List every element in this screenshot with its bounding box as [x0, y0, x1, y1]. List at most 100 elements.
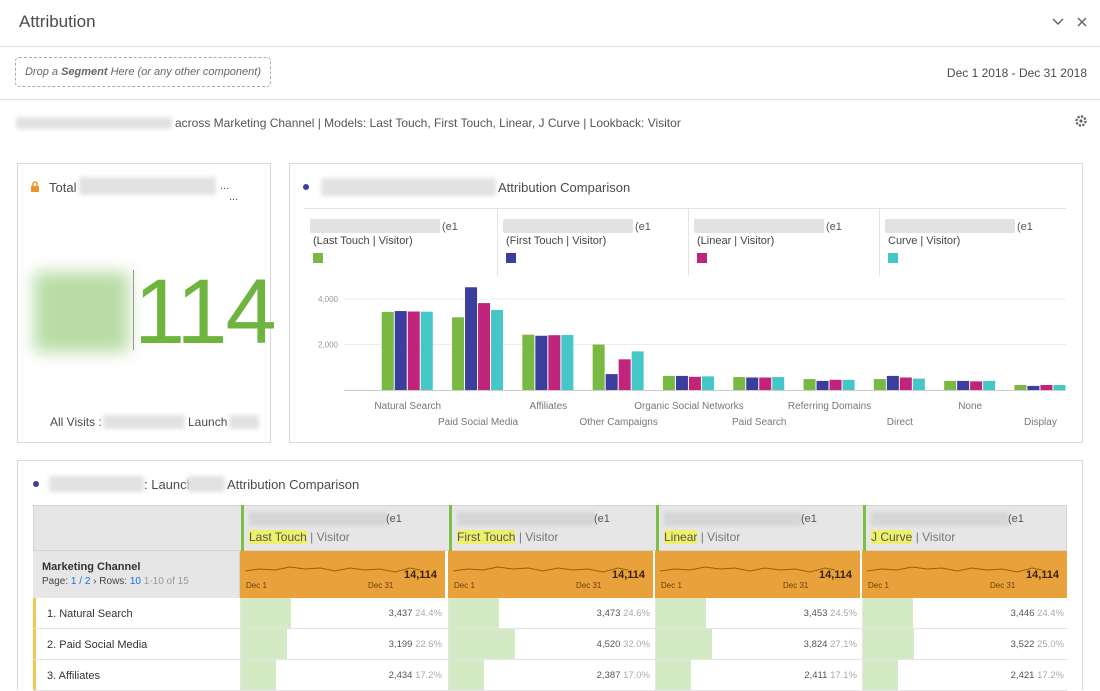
lookback: | Visitor: [518, 530, 559, 544]
redacted: [310, 219, 440, 233]
page-label: Page:: [42, 576, 69, 587]
y-tick-label: 2,000: [318, 341, 339, 350]
bar: [899, 377, 912, 390]
bar: [548, 335, 561, 390]
redacted: [79, 177, 216, 195]
summary-panel: Total ... ... 114 All Visits : Launch: [17, 163, 277, 443]
legend-swatch: [313, 253, 323, 263]
cell-text: 3,522 25.0%: [1011, 639, 1064, 650]
bar: [478, 303, 491, 390]
bar: [912, 378, 925, 390]
lookback: | Visitor: [915, 530, 956, 544]
x-tick-label: Other Campaigns: [579, 417, 657, 428]
redacted: [187, 476, 225, 492]
share-bar: [241, 598, 292, 628]
bar: [592, 344, 605, 390]
cell-value: 3,437: [388, 608, 413, 619]
summary-value: 114: [134, 261, 277, 363]
bar: [842, 379, 855, 390]
share-bar: [656, 598, 707, 628]
cell-share: 22.6%: [415, 639, 442, 650]
redacted: [885, 219, 1015, 233]
share-bar: [449, 660, 484, 690]
cell-border: [655, 629, 656, 660]
cell-text: 3,446 24.4%: [1011, 608, 1064, 619]
drop-zone[interactable]: Drop a Segment Here (or any other compon…: [15, 57, 271, 87]
drop-text: Here (or any other component): [110, 66, 262, 78]
settings-icon[interactable]: [1074, 114, 1088, 128]
cell-share: 24.4%: [1037, 608, 1064, 619]
cell-text: 3,453 24.5%: [804, 608, 857, 619]
divider: [0, 99, 1100, 100]
column-header[interactable]: J Curve | Visitor: [871, 530, 955, 544]
chart-panel: Attribution Comparison: [289, 163, 1083, 443]
date-range[interactable]: Dec 1 2018 - Dec 31 2018: [946, 66, 1087, 80]
cell-value: 3,824: [803, 639, 828, 650]
share-bar: [656, 660, 692, 690]
dimension-name: Marketing Channel: [42, 561, 141, 573]
sparkline: [453, 566, 629, 573]
row-label[interactable]: 1. Natural Search: [47, 608, 133, 620]
legend-label: Curve | Visitor): [888, 235, 960, 247]
cell-border: [655, 598, 656, 629]
close-icon[interactable]: [1077, 17, 1087, 27]
redacted: [34, 272, 129, 352]
bar: [381, 311, 394, 390]
cell-text: 2,387 17.0%: [597, 670, 650, 681]
chart-title: Attribution Comparison: [498, 180, 631, 195]
sparkline-path: [660, 566, 836, 573]
model-name: Linear: [664, 530, 698, 544]
column-header[interactable]: Last Touch | Visitor: [249, 530, 350, 544]
cell-border: [240, 598, 241, 629]
legend-label: (Linear | Visitor): [697, 235, 774, 247]
x-tick-label: Paid Social Media: [438, 417, 518, 428]
bar: [452, 317, 465, 390]
redacted: [503, 219, 633, 233]
page-number: 1 / 2: [70, 576, 91, 587]
cell-value: 4,520: [596, 639, 621, 650]
table-title: : Launch: [144, 477, 194, 492]
cell-border: [448, 598, 449, 629]
ellipsis: ...: [229, 191, 239, 203]
column-header[interactable]: Linear | Visitor: [664, 530, 740, 544]
cell-text: 2,411 17.1%: [804, 670, 857, 681]
x-tick-label: Organic Social Networks: [634, 401, 743, 412]
cell-text: 3,199 22.6%: [389, 639, 442, 650]
cell-text: 2,434 17.2%: [389, 670, 442, 681]
bar: [675, 375, 688, 390]
sparkline: [660, 566, 836, 573]
sparkline-path: [453, 566, 629, 573]
cell-border: [448, 660, 449, 691]
legend-swatch: [888, 253, 898, 263]
drop-text: Drop a: [24, 66, 58, 78]
cell-border: [862, 629, 863, 660]
legend-swatch: [697, 253, 707, 263]
collapse-icon[interactable]: [1052, 18, 1064, 26]
model-name: Last Touch: [249, 530, 307, 544]
redacted: [16, 117, 172, 129]
row-border: [33, 628, 1067, 629]
column-header[interactable]: First Touch | Visitor: [457, 530, 558, 544]
x-tick-label: Direct: [887, 417, 913, 428]
redacted: [249, 512, 387, 526]
cell-share: 24.6%: [623, 608, 650, 619]
cell-share: 17.1%: [830, 670, 857, 681]
bar: [1040, 385, 1053, 390]
bar: [944, 380, 957, 390]
row-label[interactable]: 2. Paid Social Media: [47, 639, 148, 651]
cell-value: 2,387: [596, 670, 621, 681]
sparkline-end: Dec 31: [368, 581, 394, 590]
description: across Marketing Channel | Models: Last …: [175, 116, 681, 130]
cell-value: 3,453: [803, 608, 828, 619]
cell-share: 27.1%: [830, 639, 857, 650]
cell-share: 17.2%: [415, 670, 442, 681]
bar: [561, 334, 574, 390]
summary-dim-bg: [33, 551, 240, 598]
row-label[interactable]: 3. Affiliates: [47, 670, 100, 682]
bar: [957, 380, 970, 390]
bar: [772, 377, 785, 390]
cell-border: [240, 660, 241, 691]
legend-label: (First Touch | Visitor): [506, 235, 606, 247]
column-marker: [863, 505, 866, 551]
